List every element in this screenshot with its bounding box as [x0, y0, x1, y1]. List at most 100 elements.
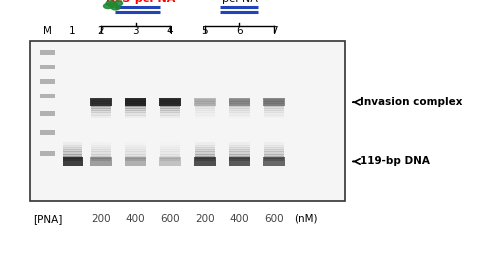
Bar	[125, 157, 146, 166]
Bar	[264, 152, 284, 155]
Text: M: M	[43, 26, 52, 36]
Bar	[229, 110, 250, 113]
Bar	[90, 157, 112, 166]
Bar	[228, 98, 250, 106]
Bar	[40, 111, 55, 116]
Bar	[264, 158, 284, 161]
Bar	[264, 115, 284, 118]
Bar	[90, 152, 111, 155]
Bar	[160, 110, 180, 113]
Bar	[126, 101, 146, 105]
Bar	[90, 99, 111, 102]
Bar	[264, 106, 284, 109]
Bar	[126, 110, 146, 113]
Bar	[194, 99, 215, 102]
Bar	[160, 156, 180, 159]
Bar	[194, 147, 215, 150]
Text: NLS-pcPNA: NLS-pcPNA	[106, 0, 175, 4]
Bar	[126, 158, 146, 161]
Text: pcPNA: pcPNA	[222, 0, 258, 4]
Bar	[194, 149, 215, 152]
Bar	[264, 156, 284, 159]
Bar	[160, 104, 180, 107]
Circle shape	[104, 4, 112, 9]
Bar	[264, 147, 284, 150]
Bar	[40, 151, 55, 156]
Bar	[229, 156, 250, 159]
Bar	[90, 108, 111, 111]
Bar	[90, 106, 111, 109]
Bar	[63, 156, 82, 159]
Bar	[229, 149, 250, 152]
Bar	[160, 157, 181, 166]
Circle shape	[108, 2, 118, 7]
Bar	[126, 149, 146, 152]
Bar	[63, 149, 82, 152]
Bar	[194, 106, 215, 109]
Bar	[126, 108, 146, 111]
Circle shape	[111, 5, 120, 10]
Bar	[160, 154, 180, 157]
Bar	[160, 142, 180, 146]
Bar	[126, 104, 146, 107]
Text: 1: 1	[69, 26, 76, 36]
Bar	[126, 112, 146, 116]
Circle shape	[114, 1, 122, 6]
Text: 200: 200	[91, 214, 110, 224]
Bar	[229, 158, 250, 161]
Bar	[160, 112, 180, 116]
Bar	[126, 115, 146, 118]
Bar	[264, 104, 284, 107]
Bar	[264, 154, 284, 157]
Bar	[229, 99, 250, 102]
Text: 400: 400	[230, 214, 250, 224]
Bar	[63, 152, 82, 155]
Bar	[194, 112, 215, 116]
Bar	[264, 145, 284, 148]
Bar	[62, 157, 82, 166]
Bar	[40, 65, 55, 69]
Text: 3: 3	[132, 26, 139, 36]
Bar	[90, 147, 111, 150]
Bar	[229, 142, 250, 146]
Bar	[264, 108, 284, 111]
Bar	[126, 156, 146, 159]
Bar	[40, 131, 55, 135]
Bar	[63, 147, 82, 150]
Bar	[264, 142, 284, 146]
Text: (nM): (nM)	[294, 214, 318, 224]
Bar	[63, 158, 82, 161]
Bar	[264, 101, 284, 105]
Text: [PNA]: [PNA]	[32, 214, 62, 224]
Text: 6: 6	[236, 26, 243, 36]
Bar	[194, 115, 215, 118]
Bar	[264, 157, 285, 166]
Bar	[229, 154, 250, 157]
Bar	[264, 149, 284, 152]
Bar	[126, 99, 146, 102]
Bar	[30, 41, 345, 201]
Bar	[229, 106, 250, 109]
Bar	[90, 112, 111, 116]
Bar	[229, 152, 250, 155]
Bar	[194, 145, 215, 148]
Bar	[90, 158, 111, 161]
Bar	[194, 157, 216, 166]
Bar	[194, 101, 215, 105]
Bar	[160, 152, 180, 155]
Text: 2: 2	[98, 26, 104, 36]
Bar	[229, 145, 250, 148]
Bar	[264, 99, 284, 102]
Bar	[63, 154, 82, 157]
Bar	[194, 110, 215, 113]
Bar	[126, 147, 146, 150]
Bar	[194, 108, 215, 111]
Bar	[160, 108, 180, 111]
Bar	[229, 108, 250, 111]
Text: 5: 5	[202, 26, 208, 36]
Bar	[160, 115, 180, 118]
Bar	[194, 142, 215, 146]
Text: 400: 400	[126, 214, 146, 224]
Bar	[160, 145, 180, 148]
Text: 600: 600	[264, 214, 284, 224]
